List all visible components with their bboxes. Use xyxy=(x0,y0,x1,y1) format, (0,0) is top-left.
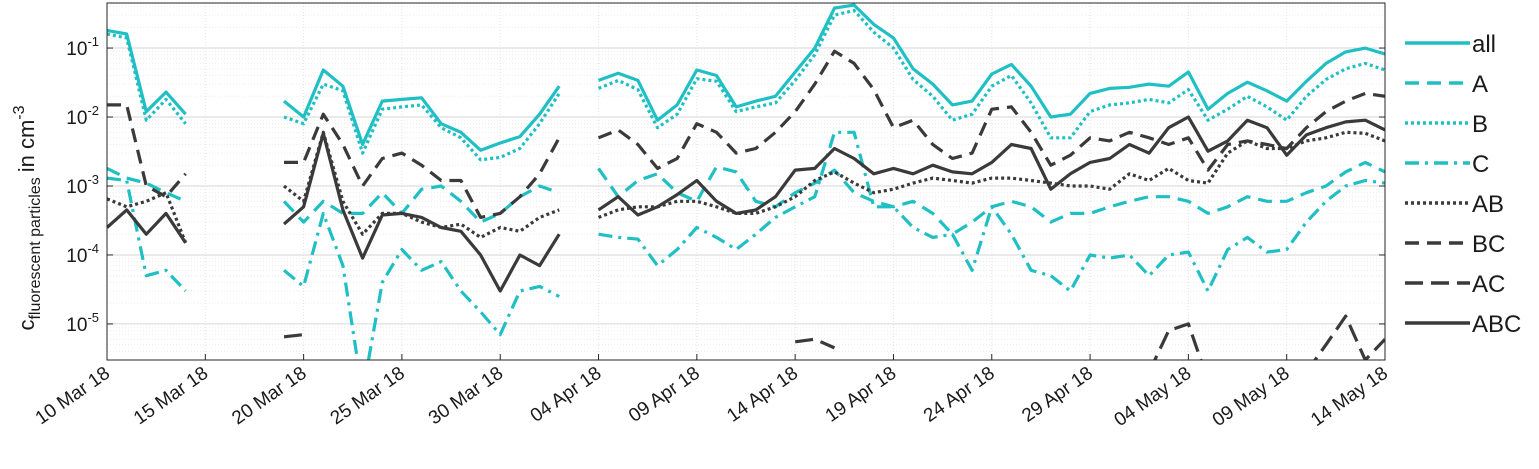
y-axis: 10-5 10-4 10-3 10-2 10-1 xyxy=(66,34,1385,336)
y-tick-label: 10-3 xyxy=(66,172,99,198)
svg-text:cfluorescent particlesin cm-3: cfluorescent particles in cm-3 xyxy=(11,105,44,330)
plot-frame xyxy=(106,2,1386,361)
x-tick-label: 25 Mar 18 xyxy=(327,363,409,429)
series-line-abc xyxy=(107,115,1385,293)
legend-label: BC xyxy=(1472,231,1505,258)
y-tick-label: 10-1 xyxy=(66,34,99,60)
legend-item-all: all xyxy=(1405,31,1496,58)
series-line-b xyxy=(107,8,1385,162)
x-tick-label: 20 Mar 18 xyxy=(228,363,310,429)
legend-label: AB xyxy=(1472,191,1504,218)
ylabel-subscript: fluorescent particles xyxy=(27,177,44,319)
legend-item-ac: AC xyxy=(1405,271,1505,298)
x-axis: 10 Mar 18 15 Mar 18 20 Mar 18 25 Mar 18 30 M… xyxy=(32,354,1392,431)
legend-item-b: B xyxy=(1405,111,1488,138)
x-tick-label: 15 Mar 18 xyxy=(130,363,212,429)
x-tick-label: 30 Mar 18 xyxy=(425,363,507,429)
series-line-all xyxy=(107,3,1385,152)
legend-label: AC xyxy=(1472,271,1505,298)
ylabel-suffix: in cm xyxy=(14,120,39,173)
legend-label: A xyxy=(1472,71,1488,98)
x-tick-label: 10 Mar 18 xyxy=(32,363,114,429)
x-tick-label: 24 Apr 18 xyxy=(920,363,999,427)
x-tick-label: 29 Apr 18 xyxy=(1018,363,1097,427)
x-tick-label: 14 May 18 xyxy=(1307,363,1392,431)
y-axis-label: cfluorescent particles in cm-3 xyxy=(11,105,44,330)
x-tick-label: 09 Apr 18 xyxy=(625,363,704,427)
ylabel-base: c xyxy=(14,320,39,331)
legend-label: C xyxy=(1472,151,1489,178)
legend-item-a: A xyxy=(1405,71,1488,98)
y-tick-label: 10-2 xyxy=(66,103,99,129)
series-line-bc xyxy=(107,49,1385,219)
x-tick-label: 14 Apr 18 xyxy=(723,363,802,427)
x-tick-label: 09 May 18 xyxy=(1209,363,1294,431)
x-tick-label: 19 Apr 18 xyxy=(822,363,901,427)
legend-item-ab: AB xyxy=(1405,191,1504,218)
y-tick-label: 10-5 xyxy=(66,310,99,336)
x-tick-label: 04 May 18 xyxy=(1111,363,1196,431)
series-line-ac xyxy=(283,314,1385,360)
legend-item-bc: BC xyxy=(1405,231,1505,258)
ylabel-exponent: -3 xyxy=(11,105,28,119)
series-line-c xyxy=(107,130,1385,360)
legend-label: ABC xyxy=(1472,311,1521,338)
legend-label: all xyxy=(1472,31,1496,58)
legend-item-abc: ABC xyxy=(1405,311,1521,338)
legend-item-c: C xyxy=(1405,151,1489,178)
y-tick-label: 10-4 xyxy=(66,241,99,267)
x-tick-label: 04 Apr 18 xyxy=(527,363,606,427)
series-layer xyxy=(107,3,1385,360)
legend-label: B xyxy=(1472,111,1488,138)
